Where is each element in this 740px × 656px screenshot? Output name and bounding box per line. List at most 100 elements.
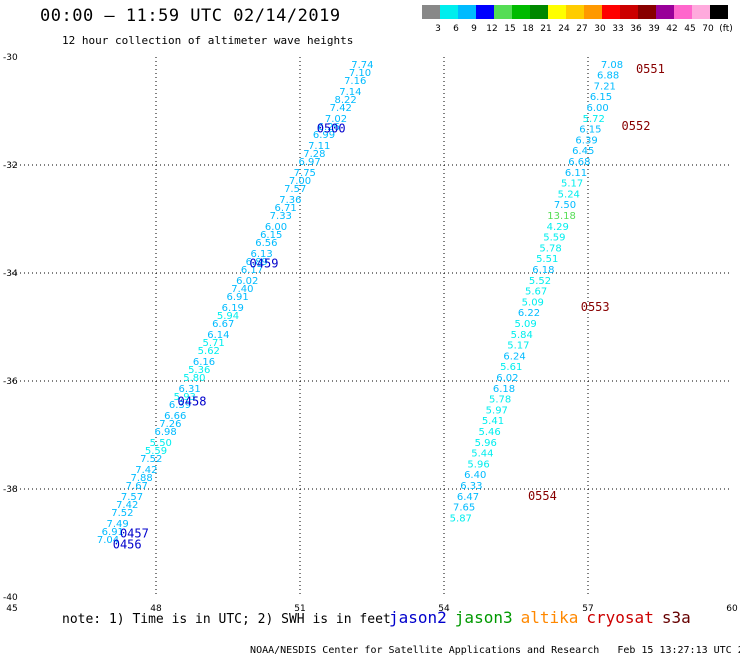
wave-height-point: 5.78 bbox=[539, 243, 561, 254]
wave-height-point: 7.42 bbox=[116, 500, 138, 511]
wave-height-point: 6.24 bbox=[503, 351, 525, 362]
colorbar-label: 36 bbox=[630, 24, 642, 34]
wave-height-point: 7.65 bbox=[453, 503, 475, 514]
colorbar-label: (ft) bbox=[719, 24, 733, 34]
legend-jason2: jason2 bbox=[389, 608, 447, 627]
data-points: 7.747.107.167.148.227.427.026.266.997.11… bbox=[97, 60, 623, 546]
wave-height-point: 6.02 bbox=[236, 276, 258, 287]
pass-time-label: 0552 bbox=[622, 119, 651, 133]
wave-height-point: 7.49 bbox=[106, 519, 128, 530]
wave-height-point: 7.74 bbox=[351, 60, 373, 71]
wave-height-point: 6.91 bbox=[102, 527, 124, 538]
wave-height-point: 6.39 bbox=[169, 400, 191, 411]
wave-height-point: 5.78 bbox=[489, 395, 511, 406]
wave-height-point: 6.15 bbox=[579, 125, 601, 136]
colorbar-swatch bbox=[512, 5, 530, 19]
wave-height-point: 6.45 bbox=[572, 146, 594, 157]
wave-height-point: 6.19 bbox=[222, 303, 244, 314]
wave-height-point: 5.96 bbox=[467, 459, 489, 470]
wave-height-point: 7.42 bbox=[330, 103, 352, 114]
wave-height-point: 4.29 bbox=[547, 222, 569, 233]
wave-height-point: 6.00 bbox=[265, 222, 287, 233]
chart-title: 00:00 – 11:59 UTC 02/14/2019 bbox=[40, 6, 341, 26]
wave-height-point: 5.52 bbox=[529, 276, 551, 287]
wave-height-point: 5.36 bbox=[188, 365, 210, 376]
x-tick-label: 48 bbox=[150, 604, 162, 614]
wave-height-point: 6.33 bbox=[460, 481, 482, 492]
colorbar-label: 45 bbox=[684, 24, 695, 34]
y-tick-label: -36 bbox=[3, 377, 18, 387]
wave-height-point: 5.87 bbox=[450, 513, 472, 524]
wave-height-point: 7.33 bbox=[270, 211, 292, 222]
colorbar-label: 30 bbox=[594, 24, 606, 34]
wave-height-point: 7.04 bbox=[97, 535, 119, 546]
colorbar-swatch bbox=[440, 5, 458, 19]
wave-height-point: 7.52 bbox=[140, 454, 162, 465]
wave-height-point: 8.22 bbox=[334, 95, 356, 106]
colorbar-swatch bbox=[638, 5, 656, 19]
colorbar-label: 15 bbox=[504, 24, 515, 34]
wave-height-point: 5.59 bbox=[145, 446, 167, 457]
wave-height-point: 5.97 bbox=[486, 405, 508, 416]
chart-axes: 45 48 51 54 57 60 -30 -32 -34 -36 -38 -40 bbox=[3, 53, 738, 614]
wave-height-point: 7.67 bbox=[126, 481, 148, 492]
wave-height-point: 7.02 bbox=[325, 114, 347, 125]
colorbar-swatch bbox=[602, 5, 620, 19]
units-note: note: 1) Time is in UTC; 2) SWH is in fe… bbox=[62, 612, 391, 627]
pass-time-label: 0500 bbox=[317, 122, 346, 136]
colorbar-label: 24 bbox=[558, 24, 570, 34]
colorbar-swatch bbox=[422, 5, 440, 19]
colorbar-label: 39 bbox=[648, 24, 660, 34]
wave-height-point: 7.42 bbox=[135, 465, 157, 476]
colorbar-label: 27 bbox=[576, 24, 587, 34]
colorbar-swatch bbox=[458, 5, 476, 19]
x-tick-label: 60 bbox=[726, 604, 738, 614]
colorbar-label: 12 bbox=[486, 24, 497, 34]
wave-height-point: 6.71 bbox=[274, 203, 296, 214]
wave-height-point: 5.71 bbox=[202, 338, 224, 349]
wave-height-point: 7.11 bbox=[308, 141, 330, 152]
wave-height-point: 5.24 bbox=[558, 189, 580, 200]
colorbar-swatch bbox=[476, 5, 494, 19]
colorbar-swatch bbox=[692, 5, 710, 19]
colorbar-label: 3 bbox=[435, 24, 441, 34]
wave-height-point: 7.75 bbox=[294, 168, 316, 179]
wave-height-point: 6.66 bbox=[164, 411, 186, 422]
wave-height-point: 7.36 bbox=[279, 195, 301, 206]
pass-time-label: 0551 bbox=[636, 62, 665, 76]
wave-height-point: 6.68 bbox=[568, 157, 590, 168]
wave-height-point: 5.96 bbox=[475, 438, 497, 449]
wave-height-point: 7.10 bbox=[349, 68, 371, 79]
wave-height-point: 5.93 bbox=[174, 392, 196, 403]
colorbar-label: 9 bbox=[471, 24, 477, 34]
wave-height-point: 6.18 bbox=[532, 265, 554, 276]
x-tick-label: 45 bbox=[6, 604, 17, 614]
wave-height-point: 7.16 bbox=[344, 76, 366, 87]
chart-grid bbox=[12, 57, 732, 597]
wave-height-point: 6.39 bbox=[575, 135, 597, 146]
wave-height-point: 6.47 bbox=[457, 492, 479, 503]
wave-height-point: 5.41 bbox=[482, 416, 504, 427]
colorbar-swatch bbox=[674, 5, 692, 19]
legend-s3a: s3a bbox=[661, 608, 691, 627]
wave-height-point: 5.61 bbox=[500, 362, 522, 373]
wave-height-point: 7.08 bbox=[601, 60, 623, 71]
wave-height-point: 5.59 bbox=[543, 233, 565, 244]
wave-height-point: 5.50 bbox=[150, 438, 172, 449]
wave-height-point: 6.16 bbox=[193, 357, 215, 368]
wave-height-point: 6.88 bbox=[597, 71, 619, 82]
colorbar-label: 18 bbox=[522, 24, 534, 34]
wave-height-point: 6.02 bbox=[496, 373, 518, 384]
wave-height-point: 6.31 bbox=[178, 384, 200, 395]
colorbar-label: 6 bbox=[453, 24, 459, 34]
wave-height-point: 6.11 bbox=[565, 168, 587, 179]
wave-height-point: 6.15 bbox=[590, 92, 612, 103]
y-tick-label: -38 bbox=[3, 485, 18, 495]
colorbar-swatch bbox=[584, 5, 602, 19]
wave-height-point: 7.50 bbox=[554, 200, 576, 211]
colorbar-swatch bbox=[620, 5, 638, 19]
wave-height-point: 7.28 bbox=[303, 149, 325, 160]
wave-height-point: 6.17 bbox=[241, 265, 263, 276]
colorbar-swatch bbox=[566, 5, 584, 19]
